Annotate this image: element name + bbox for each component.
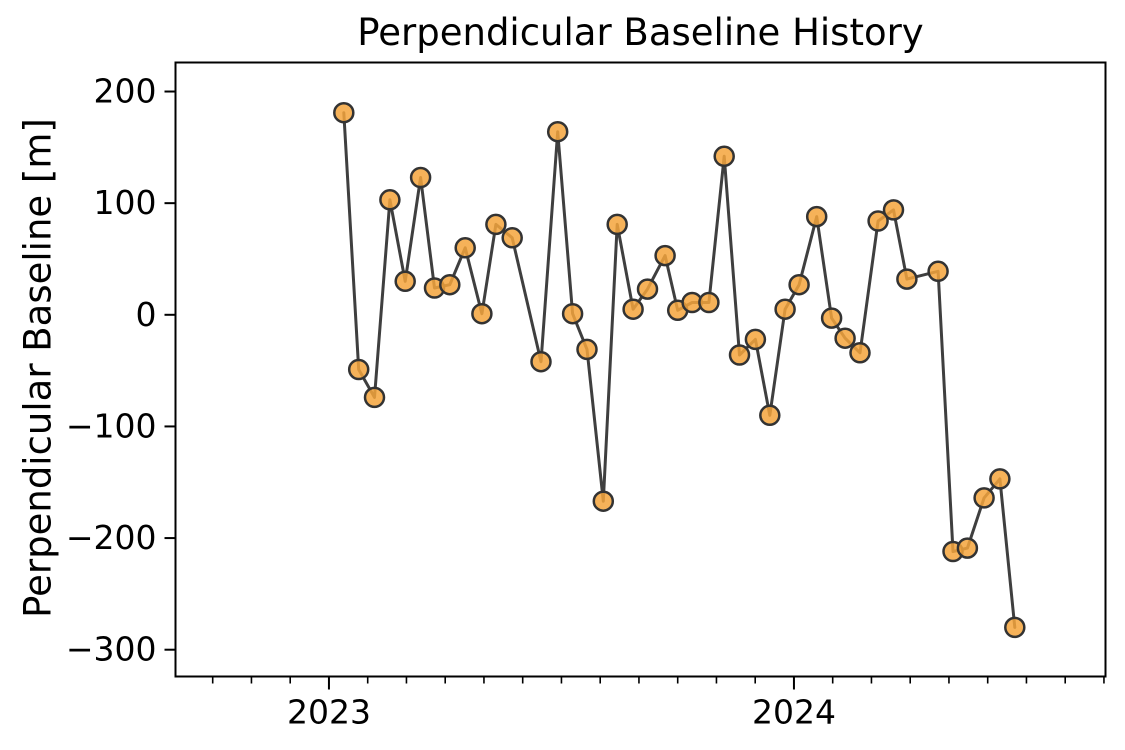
data-point [927,260,949,283]
data-point [820,307,843,329]
data-point [485,213,507,236]
data-point [394,270,416,293]
data-point [788,273,810,296]
data-point [896,268,918,290]
data-point [347,358,370,381]
y-tick-label: 100 [94,183,157,222]
y-tick-label: −300 [66,630,157,669]
data-point [805,205,828,228]
data-point [744,328,767,351]
data-point [501,227,523,249]
y-tick-label: 200 [94,72,157,111]
y-tick-label: 0 [136,295,157,334]
data-point [774,298,796,320]
data-point [849,342,871,364]
data-point [363,386,386,409]
data-point [759,404,781,427]
data-point [454,237,476,259]
data-point [989,468,1011,490]
data-point [409,166,432,189]
data-point [592,490,615,512]
data-point [728,344,751,366]
data-point [561,302,584,325]
data-point [622,298,644,320]
data-point [973,487,995,509]
data-point [636,278,659,300]
y-tick-label: −200 [66,518,157,557]
x-tick-label: 2024 [752,693,836,732]
data-line [342,111,1017,629]
data-point [834,327,856,349]
data-point [546,120,569,143]
x-tick-label: 2023 [287,693,371,732]
data-point [530,350,552,373]
data-point [698,291,720,314]
data-point [379,189,401,211]
data-point [867,210,889,232]
data-point [956,537,979,559]
data-point [471,302,493,325]
data-point [606,213,628,236]
y-tick-label: −100 [66,406,157,445]
plot-frame [174,61,1107,678]
data-point [882,199,905,221]
data-point [333,101,355,124]
data-point [1004,616,1026,639]
data-point [439,273,461,296]
chart-title: Perpendicular Baseline History [357,11,924,54]
data-point [576,338,598,361]
data-point [713,145,735,168]
data-point [654,244,676,267]
